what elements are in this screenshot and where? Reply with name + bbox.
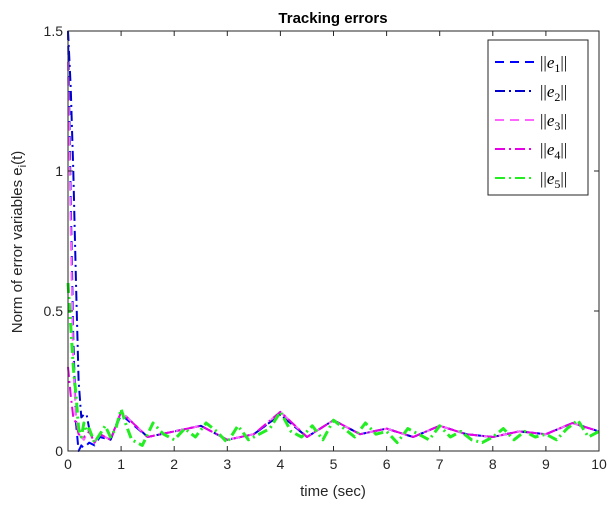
x-tick-label: 3 [223,456,231,472]
series-line-e4 [67,366,600,444]
x-tick-label: 8 [489,456,497,472]
x-tick-label: 1 [117,456,125,472]
legend: ||e1|| ||e2|| ||e3|| ||e4|| ||e5|| [487,39,589,196]
x-axis-ticks: 0 1 2 3 4 5 6 7 8 9 10 [64,31,607,472]
y-axis-label-tail: (t) [9,151,26,165]
x-tick-label: 10 [591,456,607,472]
y-axis-ticks: 0 0.5 1 1.5 [44,23,599,459]
y-axis-label-subscript: i [17,165,29,167]
legend-label-e2: ||e2|| [540,82,567,104]
x-tick-label: 2 [170,456,178,472]
x-tick-label: 4 [277,456,285,472]
y-axis-label: Norm of error variables ei(t) [9,151,29,334]
x-tick-label: 0 [64,456,72,472]
series-line-e1 [67,30,600,452]
legend-box [487,39,589,196]
x-tick-label: 6 [383,456,391,472]
chart-title: Tracking errors [278,10,387,27]
y-tick-label: 1 [55,163,63,179]
legend-label-e3: ||e3|| [540,111,567,133]
x-axis-label: time (sec) [300,483,366,500]
plot-series [66,30,600,452]
x-tick-label: 5 [330,456,338,472]
x-tick-label: 7 [436,456,444,472]
legend-label-e4: ||e4|| [540,140,567,162]
y-tick-label: 1.5 [44,23,64,39]
series-line-e5 [66,282,600,447]
y-axis-label-main: Norm of error variables e [9,167,26,333]
legend-label-e5: ||e5|| [540,169,567,191]
x-tick-label: 9 [542,456,550,472]
legend-label-e1: ||e1|| [540,53,567,75]
y-tick-label: 0.5 [44,303,64,319]
y-tick-label: 0 [55,443,63,459]
